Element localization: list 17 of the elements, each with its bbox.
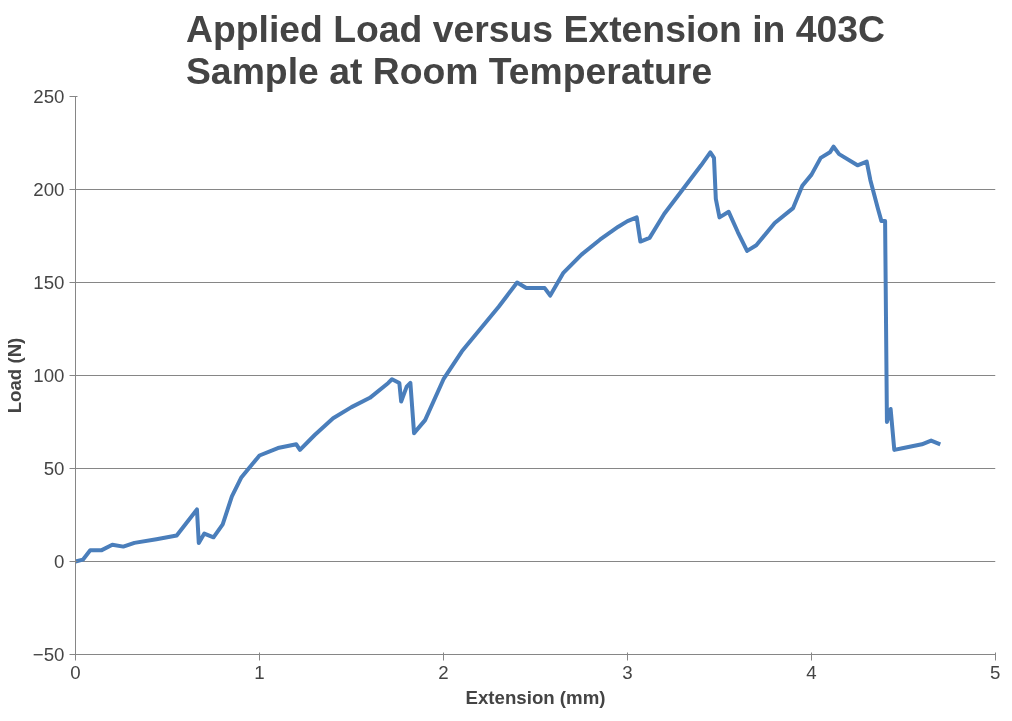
y-tick-label: 100 bbox=[33, 365, 65, 386]
y-tick-label: 0 bbox=[54, 551, 65, 572]
x-tick-label: 0 bbox=[70, 661, 81, 683]
x-tick-label: 3 bbox=[622, 661, 633, 683]
x-tick-label: 2 bbox=[438, 661, 449, 683]
y-tick-label: 150 bbox=[33, 272, 65, 293]
y-tick-label: 200 bbox=[33, 179, 65, 200]
x-axis-title: Extension (mm) bbox=[465, 686, 606, 708]
y-tick-label: −50 bbox=[32, 644, 65, 665]
chart-title: Applied Load versus Extension in 403C Sample at Room Temperature bbox=[185, 7, 886, 92]
y-axis-title: Load (N) bbox=[3, 337, 25, 414]
y-tick-label: 250 bbox=[33, 86, 65, 107]
x-tick-label: 5 bbox=[990, 661, 1001, 683]
line-series bbox=[75, 144, 943, 564]
x-tick-label: 4 bbox=[806, 661, 817, 683]
x-tick-label: 1 bbox=[254, 661, 265, 683]
y-tick-label: 50 bbox=[43, 458, 65, 479]
